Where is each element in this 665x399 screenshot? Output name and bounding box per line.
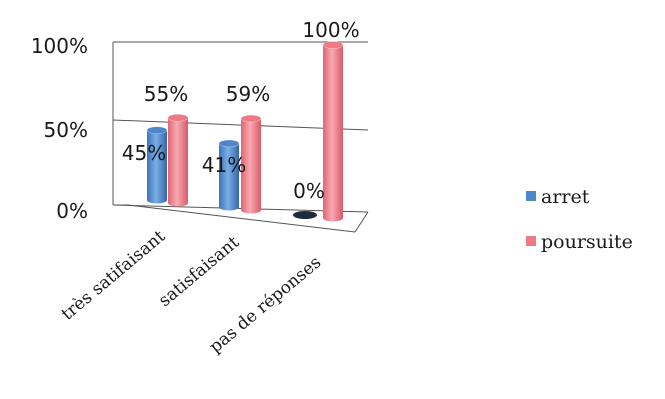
legend: arret poursuite [526,186,633,253]
legend-label-poursuite: poursuite [541,231,633,253]
data-label-arret-satisfaisant: 41% [202,153,246,177]
data-label-arret-tres-satifaisant: 45% [122,141,166,165]
legend-swatch-poursuite [526,236,536,246]
category-label-tres-satifaisant: très satifaisant [58,226,170,324]
floor-right-edge [354,211,369,233]
bar-poursuite-pas-de-reponses [322,41,344,222]
y-tick-100: 100% [31,34,88,58]
category-label-pas-de-reponses: pas de réponses [206,253,326,358]
data-label-arret-pas-de-reponses: 0% [293,179,325,203]
data-label-poursuite-satisfaisant: 59% [226,82,270,106]
data-label-poursuite-pas-de-reponses: 100% [302,18,359,42]
bar-poursuite-satisfaisant [240,114,262,214]
bars-layer [146,41,344,222]
floor-front-edge [127,204,356,233]
legend-label-arret: arret [541,186,590,208]
legend-swatch-arret [526,191,536,201]
bar-arret-satisfaisant [218,139,240,211]
bar-arret-tres-satifaisant [146,126,168,204]
data-labels-layer: 45% 41% 0% 55% 59% 100% [122,18,360,203]
y-tick-50: 50% [44,118,88,142]
data-label-poursuite-tres-satifaisant: 55% [144,82,188,106]
category-label-satisfaisant: satisfaisant [155,232,243,311]
bar-arret-pas-de-reponses [293,211,317,219]
y-tick-0: 0% [56,199,88,223]
bar-poursuite-tres-satifaisant [167,113,189,207]
